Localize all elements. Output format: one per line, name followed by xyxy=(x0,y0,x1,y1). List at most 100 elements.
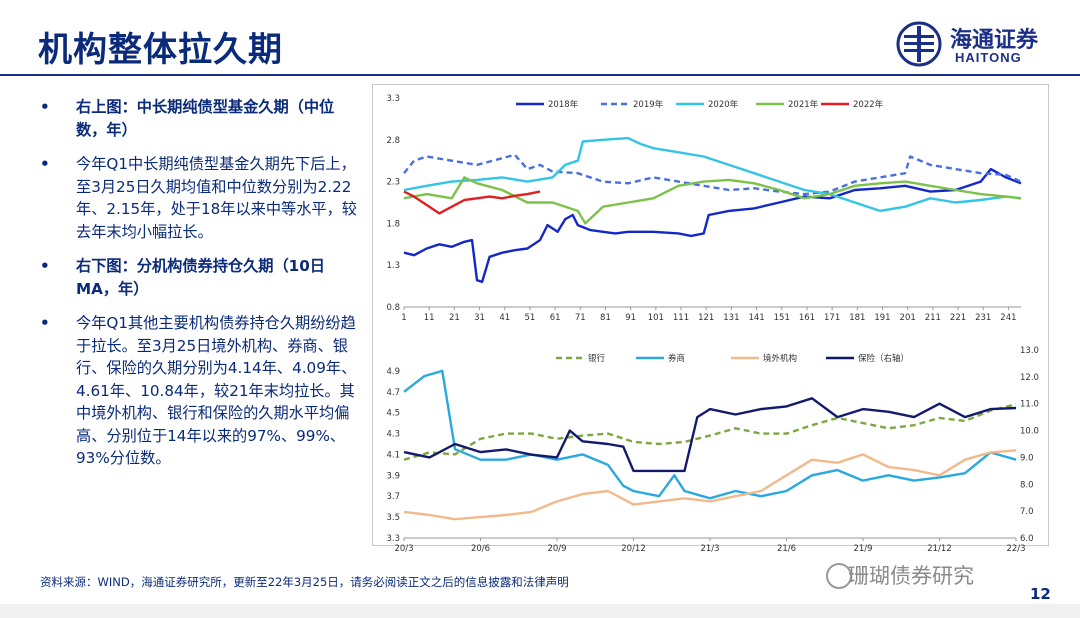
x-tick-label: 20/6 xyxy=(471,544,490,554)
y-tick-label: 1.8 xyxy=(386,219,400,229)
bullet-item-body-2: • 今年Q1其他主要机构债券持仓久期纷纷趋于拉长。至3月25日境外机构、券商、银行… xyxy=(40,312,358,470)
series-line xyxy=(403,136,1022,213)
x-tick-label: 41 xyxy=(499,313,510,323)
y-tick-label: 3.9 xyxy=(386,471,400,481)
y-tick-label: 4.3 xyxy=(386,430,400,440)
y2-tick-label: 11.0 xyxy=(1020,400,1039,410)
x-tick-label: 201 xyxy=(900,313,916,323)
y-tick-label: 3.3 xyxy=(386,534,400,544)
x-tick-label: 101 xyxy=(648,313,664,323)
legend-label: 2019年 xyxy=(633,99,664,110)
x-tick-label: 31 xyxy=(474,313,485,323)
x-tick-label: 21 xyxy=(449,313,460,323)
y2-tick-label: 13.0 xyxy=(1020,346,1039,356)
y-tick-label: 1.3 xyxy=(386,261,400,271)
legend-label: 银行 xyxy=(588,353,606,364)
legend-label: 2018年 xyxy=(548,99,579,110)
series-line xyxy=(403,449,1017,521)
bullet-dot: • xyxy=(40,257,50,275)
x-tick-label: 21/6 xyxy=(777,544,796,554)
bullet-dot: • xyxy=(40,314,50,332)
x-tick-label: 11 xyxy=(424,313,435,323)
x-tick-label: 141 xyxy=(748,313,764,323)
x-tick-label: 61 xyxy=(550,313,561,323)
series-line xyxy=(403,190,541,215)
y-tick-label: 3.5 xyxy=(386,513,400,523)
y-tick-label: 4.1 xyxy=(386,450,400,460)
series-line xyxy=(403,397,1017,473)
page-title: 机构整体拉久期 xyxy=(38,30,283,70)
charts-frame xyxy=(372,84,1049,546)
legend-label: 2020年 xyxy=(708,99,739,110)
x-tick-label: 21/9 xyxy=(853,544,872,554)
x-tick-label: 121 xyxy=(698,313,714,323)
bottom-band xyxy=(0,604,1080,618)
x-tick-label: 231 xyxy=(975,313,991,323)
series-line xyxy=(403,369,1017,500)
y-tick-label: 2.3 xyxy=(386,178,400,188)
y2-tick-label: 9.0 xyxy=(1020,453,1034,463)
x-tick-label: 211 xyxy=(925,313,941,323)
bullet-item-heading-1: • 右上图：中长期纯债型基金久期（中位数，年） xyxy=(40,96,358,141)
series-line xyxy=(403,176,1022,225)
bullet-text: 右上图：中长期纯债型基金久期（中位数，年） xyxy=(76,98,335,139)
watermark-text: 珊瑚债券研究 xyxy=(848,564,974,588)
x-tick-label: 161 xyxy=(799,313,815,323)
haitong-logo-icon xyxy=(896,21,942,67)
bullet-item-body-1: • 今年Q1中长期纯债型基金久期先下后上，至3月25日久期均值和中位数分别为2.2… xyxy=(40,153,358,243)
x-tick-label: 171 xyxy=(824,313,840,323)
y-tick-label: 3.3 xyxy=(386,94,400,104)
bullet-text: 今年Q1中长期纯债型基金久期先下后上，至3月25日久期均值和中位数分别为2.22… xyxy=(76,155,357,241)
legend-label: 保险（右轴） xyxy=(858,353,909,364)
y2-tick-label: 7.0 xyxy=(1020,507,1034,517)
bullet-dot: • xyxy=(40,98,50,116)
y-tick-label: 4.5 xyxy=(386,409,400,419)
page-number: 12 xyxy=(1030,585,1051,603)
fund-duration-chart: 0.81.31.82.32.83.31 11 21 31 41 51 61 71 81 91 101… xyxy=(386,94,1022,323)
x-tick-label: 191 xyxy=(874,313,890,323)
y2-tick-label: 10.0 xyxy=(1020,427,1039,437)
logo-english-text: HAITONG xyxy=(955,50,1022,65)
x-tick-label: 20/3 xyxy=(394,544,413,554)
legend-label: 境外机构 xyxy=(763,353,797,364)
x-tick-label: 81 xyxy=(600,313,611,323)
x-tick-label: 22/3 xyxy=(1006,544,1025,554)
y-tick-label: 2.8 xyxy=(386,136,400,146)
wechat-icon xyxy=(826,563,852,589)
y-tick-label: 0.8 xyxy=(386,303,400,313)
x-tick-label: 20/12 xyxy=(621,544,646,554)
x-tick-label: 71 xyxy=(575,313,586,323)
y-tick-label: 4.7 xyxy=(386,388,400,398)
x-tick-label: 151 xyxy=(774,313,790,323)
bullet-text: 右下图：分机构债券持仓久期（10日MA，年） xyxy=(76,257,325,298)
y2-tick-label: 6.0 xyxy=(1020,534,1034,544)
y2-tick-label: 12.0 xyxy=(1020,373,1039,383)
legend-label: 券商 xyxy=(668,353,685,364)
bullet-dot: • xyxy=(40,155,50,173)
legend-label: 2021年 xyxy=(788,99,819,110)
x-tick-label: 20/9 xyxy=(547,544,566,554)
y-tick-label: 3.7 xyxy=(386,492,400,502)
x-tick-label: 21/3 xyxy=(700,544,719,554)
x-tick-label: 1 xyxy=(401,313,406,323)
bullet-item-heading-2: • 右下图：分机构债券持仓久期（10日MA，年） xyxy=(40,255,358,300)
bullet-text: 今年Q1其他主要机构债券持仓久期纷纷趋于拉长。至3月25日境外机构、券商、银行、… xyxy=(76,314,357,467)
logo-chinese-text: 海通证券 xyxy=(950,27,1039,53)
institution-duration-chart: 3.3 3.5 3.7 3.9 4.1 4.3 4.5 4.7 4.9 6.0 7.0 8.0 9.0 1… xyxy=(386,346,1039,554)
title-divider xyxy=(0,74,1080,76)
legend-label: 2022年 xyxy=(853,99,884,110)
x-tick-label: 51 xyxy=(525,313,536,323)
x-tick-label: 241 xyxy=(1000,313,1016,323)
series-line xyxy=(403,167,1022,284)
x-tick-label: 181 xyxy=(849,313,865,323)
y2-tick-label: 8.0 xyxy=(1020,480,1034,490)
x-tick-label: 221 xyxy=(950,313,966,323)
y-tick-label: 4.9 xyxy=(386,367,400,377)
x-tick-label: 21/12 xyxy=(927,544,952,554)
bullet-list: • 右上图：中长期纯债型基金久期（中位数，年） • 今年Q1中长期纯债型基金久期先下… xyxy=(40,96,358,482)
source-footnote: 资料来源：WIND，海通证券研究所，更新至22年3月25日，请务必阅读正文之后的… xyxy=(40,575,569,589)
x-tick-label: 131 xyxy=(723,313,739,323)
series-line xyxy=(403,403,1017,461)
x-tick-label: 91 xyxy=(625,313,636,323)
series-line xyxy=(403,153,1022,196)
